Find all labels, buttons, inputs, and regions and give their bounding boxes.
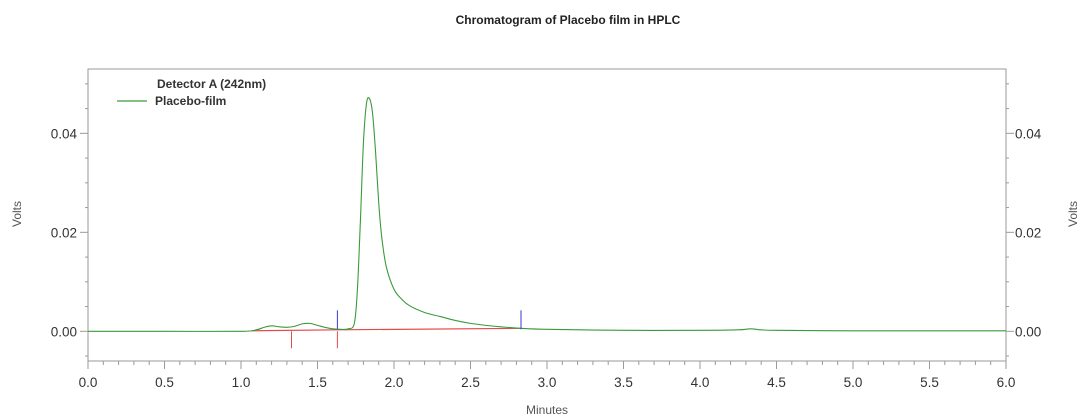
legend: Detector A (242nm) Placebo-film [117,77,266,108]
x-tick-label: 0.0 [79,375,98,390]
y2-tick-label: 0.04 [1015,126,1042,141]
x-tick-label: 5.0 [844,375,863,390]
x-tick-label: 3.5 [614,375,633,390]
baseline-segment [337,327,521,331]
plot-area [87,68,1007,362]
x-tick-label: 6.0 [997,375,1016,390]
peak-markers [290,310,522,349]
y2-tick-labels: 0.00 0.02 0.04 [1015,126,1042,339]
y2-tick-label: 0.00 [1015,324,1041,339]
x-tick-label: 2.0 [385,375,404,390]
minor-ticks [85,83,1009,365]
y-tick-label: 0.00 [51,324,77,339]
y2-tick-label: 0.02 [1015,225,1041,240]
y2-axis-label: Volts [1066,201,1079,227]
x-tick-label: 1.5 [308,375,327,390]
y-tick-label: 0.02 [51,225,77,240]
x-tick-label: 4.5 [767,375,786,390]
x-tick-label: 5.5 [920,375,939,390]
series-lines [87,97,1006,332]
x-tick-label: 0.5 [155,375,174,390]
y-tick-label: 0.04 [51,126,78,141]
y-axis-label: Volts [10,201,24,227]
y-tick-labels: 0.00 0.02 0.04 [51,126,78,339]
x-tick-label: 4.0 [691,375,710,390]
x-tick-label: 3.0 [538,375,557,390]
x-tick-label: 2.5 [461,375,480,390]
baseline-segment [251,329,338,332]
legend-entry-placebo-film: Placebo-film [155,94,226,108]
legend-title: Detector A (242nm) [157,77,266,91]
baseline-segments [251,327,521,332]
x-tick-label: 1.0 [232,375,251,390]
major-ticks [80,132,1014,369]
x-tick-labels: 0.0 0.5 1.0 1.5 2.0 2.5 3.0 3.5 4.0 4.5 5.0 5.5 6.0 [79,375,1016,390]
x-axis-label: Minutes [526,403,568,417]
series-line-placebo-film [87,97,1006,332]
chart-title: Chromatogram of Placebo film in HPLC [456,13,681,27]
